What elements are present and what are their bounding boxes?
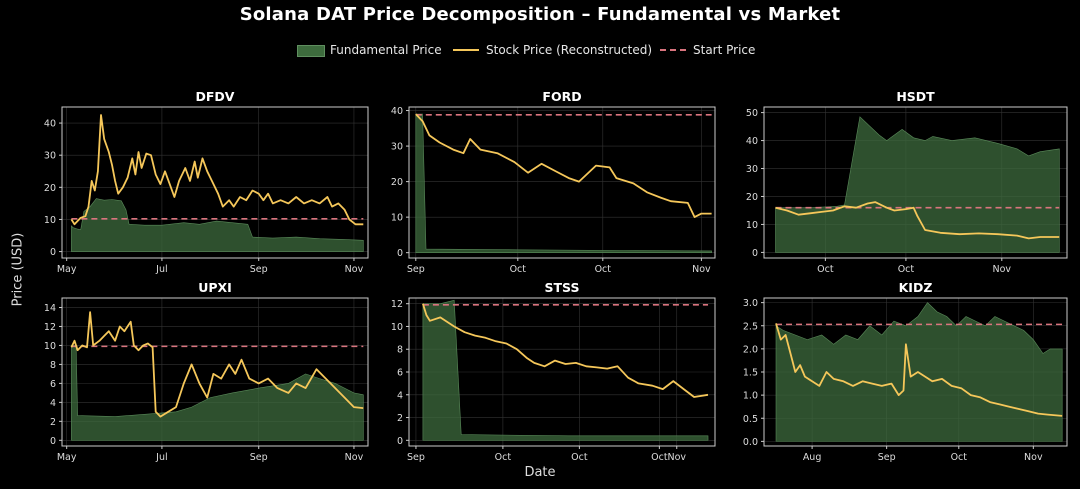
y-tick-label: 2.0 [743, 344, 758, 355]
x-tick-label: Nov [345, 264, 364, 275]
y-tick-label: 2.5 [743, 321, 758, 332]
stock-price-line [70, 114, 364, 226]
plot-frame [61, 106, 369, 259]
x-tick-label: Sep [250, 452, 268, 463]
subplot-ford: 0 10 20 30 40 Sep Oct Oct Nov FORD [391, 89, 716, 275]
y-tick-label: 20 [391, 177, 403, 188]
x-tick-label: Oct [510, 264, 527, 275]
x-tick-label: Nov [993, 264, 1012, 275]
stock-price-line [415, 113, 712, 219]
y-tick-label: 1.0 [743, 391, 758, 402]
plot-frame [61, 297, 369, 447]
legend-swatch-fundamental [297, 45, 325, 57]
fundamental-price-area [422, 299, 709, 441]
plot-area [409, 107, 715, 258]
y-tick-label: 40 [746, 136, 758, 147]
y-tick-label: 40 [44, 119, 56, 130]
x-tick-label: Sep [407, 452, 425, 463]
x-tick-label: Oct [651, 452, 668, 463]
fundamental-price-area [775, 116, 1060, 253]
y-tick-label: 12 [44, 322, 56, 333]
y-tick-label: 8 [397, 345, 403, 356]
y-tick-label: 10 [391, 322, 403, 333]
x-tick-label: Oct [817, 264, 834, 275]
x-tick-label: Aug [803, 452, 822, 463]
legend-label-fundamental: Fundamental Price [330, 43, 442, 57]
y-tick-label: 30 [746, 164, 758, 175]
subplot-title: KIDZ [899, 280, 933, 295]
y-tick-label: 6 [397, 368, 403, 379]
legend: Fundamental Price Stock Price (Reconstru… [0, 41, 1080, 59]
y-tick-label: 0.0 [743, 437, 758, 448]
legend-label-stock: Stock Price (Reconstructed) [486, 43, 653, 57]
y-tick-label: 30 [391, 142, 403, 153]
y-tick-label: 1.5 [743, 368, 758, 379]
x-tick-label: Oct [595, 264, 612, 275]
fundamental-price-area [71, 198, 364, 252]
x-tick-label: Sep [407, 264, 425, 275]
y-tick-label: 4 [397, 390, 403, 401]
plot-frame [763, 106, 1068, 259]
subplot-dfdv: 0 10 20 30 40 May Jul Sep Nov DFDV [44, 89, 369, 275]
stock-price-line [70, 311, 364, 418]
y-tick-label: 0 [752, 248, 758, 259]
subplot-title: DFDV [196, 89, 235, 104]
y-tick-label: 12 [391, 299, 403, 310]
x-tick-label: Jul [155, 264, 167, 275]
plot-frame [408, 106, 716, 259]
subplot-kidz: 0.0 0.5 1.0 1.5 2.0 2.5 3.0 Aug Sep Oct Nov KIDZ [743, 280, 1068, 463]
y-tick-label: 0 [50, 247, 56, 258]
y-tick-label: 20 [44, 183, 56, 194]
legend-swatch-stock [453, 49, 479, 51]
x-tick-label: Oct [495, 452, 512, 463]
y-tick-label: 10 [391, 213, 403, 224]
x-axis-label: Date [524, 465, 556, 480]
y-tick-label: 8 [50, 360, 56, 371]
x-tick-label: Nov [1024, 452, 1043, 463]
subplot-title: UPXI [198, 280, 232, 295]
y-tick-label: 4 [50, 398, 56, 409]
subplot-title: FORD [542, 89, 581, 104]
x-tick-label: Oct [898, 264, 915, 275]
subplot-upxi: 0 2 4 6 8 10 12 14 May Jul Sep Nov UPXI [44, 280, 369, 463]
y-tick-label: 50 [746, 108, 758, 119]
y-tick-label: 2 [50, 417, 56, 428]
x-tick-label: Sep [878, 452, 896, 463]
y-tick-label: 0 [397, 436, 403, 447]
y-tick-label: 0.5 [743, 414, 758, 425]
stock-price-line [775, 323, 1063, 417]
y-tick-label: 30 [44, 151, 56, 162]
y-tick-label: 10 [746, 220, 758, 231]
figure-title: Solana DAT Price Decomposition – Fundame… [239, 4, 841, 25]
subplot-title: STSS [545, 280, 580, 295]
subplot-hsdt: 0 10 20 30 40 50 Oct Oct Nov HSDT [746, 89, 1068, 275]
y-tick-label: 6 [50, 379, 56, 390]
subplot-title: HSDT [896, 89, 935, 104]
stock-price-line [422, 303, 709, 398]
y-tick-label: 10 [44, 341, 56, 352]
legend-label-start: Start Price [693, 43, 756, 57]
y-tick-label: 2 [397, 413, 403, 424]
y-tick-label: 3.0 [743, 298, 758, 309]
y-tick-label: 10 [44, 215, 56, 226]
x-tick-label: Jul [155, 452, 167, 463]
y-tick-label: 14 [44, 303, 56, 314]
legend-swatch-start [660, 49, 686, 51]
y-tick-label: 40 [391, 106, 403, 117]
fundamental-price-area [71, 345, 364, 441]
x-tick-label: Nov [667, 452, 686, 463]
x-tick-label: Nov [345, 452, 364, 463]
x-tick-label: Oct [571, 452, 588, 463]
y-tick-label: 20 [746, 192, 758, 203]
y-tick-label: 0 [397, 248, 403, 259]
x-tick-label: Oct [951, 452, 968, 463]
x-tick-label: May [57, 264, 77, 275]
x-tick-label: Sep [250, 264, 268, 275]
stock-price-line [775, 201, 1060, 240]
x-tick-label: May [57, 452, 77, 463]
y-tick-label: 0 [50, 436, 56, 447]
x-tick-label: Nov [692, 264, 711, 275]
